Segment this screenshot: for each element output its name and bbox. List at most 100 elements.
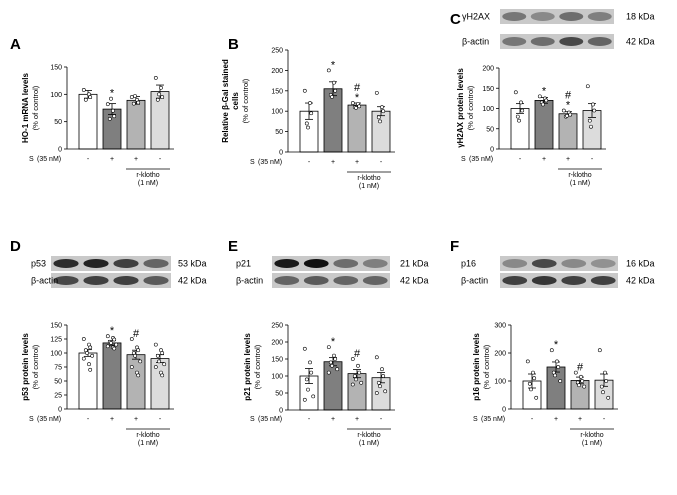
panel-f-blot-actin — [500, 273, 618, 288]
panel-e-point-1 — [326, 370, 331, 375]
panel-d-band-target — [53, 259, 79, 268]
panel-d-s-mark-1: + — [110, 416, 114, 423]
panel-d-sig-hash-2: # — [133, 328, 140, 340]
panel-d-band-actin — [53, 276, 79, 285]
panel-c-band-target — [530, 12, 555, 21]
panel-f-point-3 — [597, 348, 602, 353]
panel-a-point-2 — [133, 94, 137, 98]
panel-e-point-1 — [326, 345, 331, 350]
panel-f-bar-1 — [546, 366, 566, 410]
panel-f-y-tick-label: 300 — [494, 323, 506, 330]
panel-b-s-unit: (35 nM) — [258, 159, 282, 166]
panel-e-point-1 — [328, 360, 333, 365]
panel-b-bar-2 — [347, 104, 367, 153]
panel-c-blot-label-0: γH2AX — [462, 12, 490, 22]
panel-e-point-0 — [308, 360, 312, 365]
panel-c-klotho-unit: (1 nM) — [570, 180, 590, 187]
panel-e-band-actin — [274, 276, 300, 285]
panel-a-point-3 — [153, 76, 158, 80]
panel-c-band-target — [502, 12, 527, 21]
panel-a-s-unit: (35 nM) — [37, 156, 61, 163]
panel-c-band-actin — [502, 37, 527, 46]
panel-b-s-mark-1: + — [331, 159, 335, 166]
panel-a-point-0 — [81, 88, 86, 92]
panel-d-bar-3 — [150, 358, 170, 410]
panel-e-point-0 — [309, 370, 314, 375]
panel-a-letter: A — [10, 36, 21, 53]
panel-c-y-tick-label: 200 — [482, 66, 494, 73]
panel-e-point-2 — [359, 380, 364, 385]
panel-e-s-label: S — [250, 416, 255, 423]
panel-c-point-1 — [544, 98, 549, 103]
panel-d-bar-2 — [126, 354, 146, 410]
panel-d-point-1 — [105, 344, 110, 349]
panel-b-point-0 — [306, 125, 310, 130]
panel-e-point-1 — [333, 357, 338, 361]
panel-f-s-label: S — [473, 416, 478, 423]
panel-b-s-mark-0: - — [308, 159, 311, 166]
panel-e-y-label: p21 protein levels — [243, 333, 252, 401]
panel-c-s-mark-2: + — [566, 156, 570, 163]
panel-e-sig-hash-2: # — [354, 348, 361, 360]
panel-d-point-2 — [138, 359, 143, 364]
panel-b-point-1 — [332, 80, 336, 85]
panel-e-letter: E — [228, 238, 238, 255]
panel-e-point-3 — [380, 367, 384, 372]
panel-c-point-3 — [587, 118, 592, 123]
panel-f-band-actin — [502, 276, 528, 285]
panel-c-s-unit: (35 nM) — [469, 156, 493, 163]
panel-a-s-mark-2: + — [134, 156, 138, 163]
panel-f-sig-hash-2: # — [577, 362, 584, 374]
panel-d-y-label: p53 protein levels — [21, 333, 30, 401]
panel-f-point-0 — [529, 387, 533, 392]
panel-d-y-tick-label: 25 — [54, 393, 62, 400]
panel-b-s-mark-3: - — [380, 159, 383, 166]
panel-d-y-tick-label: 100 — [50, 351, 62, 358]
panel-c-blot-kda-0: 18 kDa — [626, 12, 655, 22]
panel-f-band-target — [561, 259, 587, 268]
panel-c-bar-2 — [558, 113, 578, 150]
panel-b-point-0 — [309, 111, 314, 116]
panel-f-blot-label-0: p16 — [461, 259, 476, 269]
panel-e-point-3 — [383, 389, 388, 394]
panel-e-band-target — [362, 259, 388, 268]
panel-e-band-target — [333, 259, 359, 268]
panel-c-band-actin — [559, 37, 584, 46]
panel-e-band-actin — [362, 276, 388, 285]
panel-b-y-tick-label: 250 — [271, 48, 283, 55]
panel-e-s-mark-0: - — [308, 416, 311, 423]
panel-a-point-1 — [109, 96, 113, 101]
panel-d-point-3 — [160, 373, 165, 378]
panel-a-point-1 — [112, 114, 117, 119]
panel-c-point-3 — [592, 108, 597, 113]
panel-e-point-0 — [302, 397, 307, 402]
panel-a-sig-star-1: * — [110, 88, 115, 100]
panel-d-band-target — [143, 259, 169, 268]
panel-d-blot-kda-0: 53 kDa — [178, 259, 207, 269]
panel-d-point-0 — [81, 337, 86, 341]
panel-c-y-label: γH2AX protein levels — [456, 68, 465, 148]
panel-d-point-3 — [160, 351, 165, 355]
panel-d-point-2 — [129, 337, 134, 341]
panel-e-band-target — [274, 259, 300, 268]
panel-d-klotho-label: r-klotho — [136, 432, 159, 439]
panel-d-point-2 — [136, 348, 141, 353]
panel-f-band-target — [502, 259, 528, 268]
panel-e-point-0 — [304, 377, 309, 382]
panel-c-bar-1 — [534, 100, 554, 150]
panel-a-point-3 — [160, 95, 165, 99]
panel-a-y-tick-label: 150 — [50, 65, 62, 72]
panel-b-point-2 — [357, 104, 362, 109]
panel-b-y-tick-label: 50 — [275, 129, 283, 136]
panel-c-y-tick-label: 150 — [482, 86, 494, 93]
panel-d-klotho-unit: (1 nM) — [138, 440, 158, 447]
panel-f-point-3 — [599, 384, 604, 389]
panel-d-point-3 — [162, 362, 167, 367]
panel-e-klotho-label: r-klotho — [357, 432, 380, 439]
panel-b-y-tick-label: 200 — [271, 68, 283, 75]
panel-a-point-1 — [111, 108, 115, 113]
panel-b-y-tick-label: 0 — [279, 150, 283, 157]
panel-f-band-actin — [561, 276, 587, 285]
panel-f-band-target — [590, 259, 616, 268]
